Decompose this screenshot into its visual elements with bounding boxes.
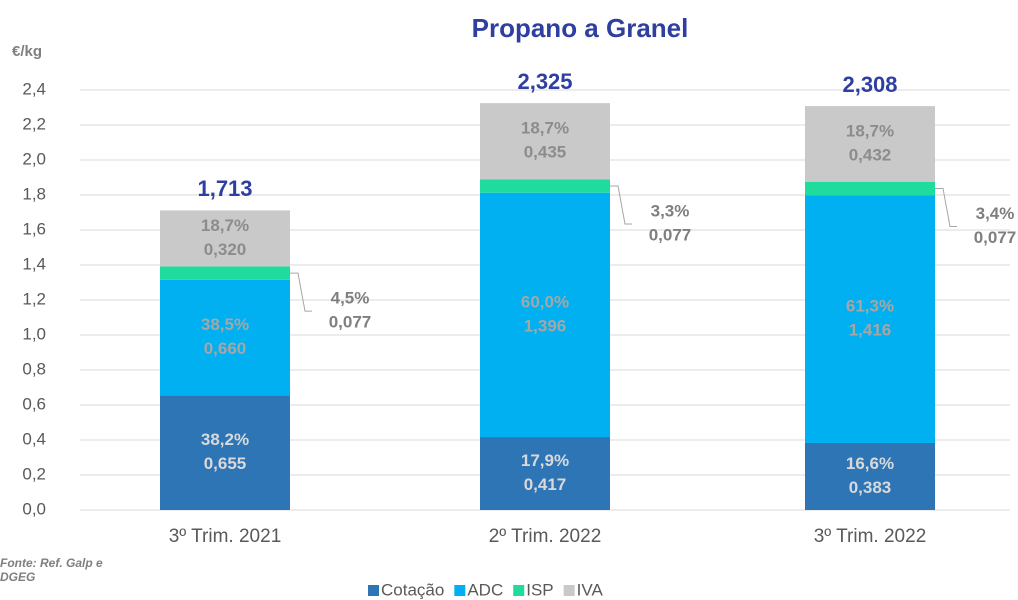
- value-label: 0,077: [329, 313, 372, 332]
- share-label: 3,4%: [976, 204, 1015, 223]
- y-tick-label: 1,2: [22, 289, 46, 308]
- source-note: Fonte: Ref. Galp e DGEG: [0, 556, 103, 584]
- value-label: 0,077: [974, 228, 1017, 247]
- bar-segment: [805, 106, 935, 182]
- bar-segment: [480, 103, 610, 180]
- bar-segment: [160, 210, 290, 267]
- y-tick-label: 1,8: [22, 184, 46, 203]
- legend-swatch: [563, 585, 575, 596]
- x-tick-label: 2º Trim. 2022: [489, 526, 602, 547]
- y-tick-label: 0,4: [22, 429, 46, 448]
- y-tick-label: 1,4: [22, 254, 46, 273]
- total-label: 2,308: [842, 72, 897, 97]
- bar-segment: [805, 181, 935, 196]
- x-tick-label: 3º Trim. 2022: [814, 526, 927, 547]
- bar-segment: [160, 395, 290, 510]
- value-label: 0,435: [524, 143, 567, 162]
- share-label: 38,2%: [201, 430, 249, 449]
- value-label: 0,383: [849, 478, 892, 497]
- share-label: 16,6%: [846, 454, 894, 473]
- y-tick-label: 1,0: [22, 324, 46, 343]
- y-tick-label: 0,8: [22, 359, 46, 378]
- share-label: 61,3%: [846, 297, 894, 316]
- y-tick-label: 0,6: [22, 394, 46, 413]
- bar-segment: [480, 179, 610, 193]
- bar-segment: [480, 192, 610, 438]
- value-label: 0,432: [849, 145, 892, 164]
- share-label: 18,7%: [846, 121, 894, 140]
- legend-label: ADC: [467, 580, 503, 599]
- leader-line: [935, 187, 957, 227]
- legend-label: ISP: [526, 580, 553, 599]
- bar-segment: [160, 266, 290, 280]
- value-label: 0,655: [204, 454, 247, 473]
- legend-label: Cotação: [381, 580, 444, 599]
- bar-segment: [805, 442, 935, 510]
- value-label: 1,416: [849, 321, 892, 340]
- bar-segment: [805, 195, 935, 443]
- share-label: 18,7%: [521, 119, 569, 138]
- leader-line: [290, 272, 312, 312]
- share-label: 17,9%: [521, 451, 569, 470]
- value-label: 0,417: [524, 475, 567, 494]
- value-label: 1,396: [524, 316, 567, 335]
- share-label: 3,3%: [651, 201, 690, 220]
- y-tick-label: 2,4: [22, 79, 46, 98]
- total-label: 2,325: [517, 69, 572, 94]
- y-tick-label: 0,2: [22, 464, 46, 483]
- legend-swatch: [368, 585, 379, 596]
- y-tick-label: 2,0: [22, 149, 46, 168]
- y-tick-label: 2,2: [22, 114, 46, 133]
- x-tick-label: 3º Trim. 2021: [169, 526, 282, 547]
- share-label: 38,5%: [201, 315, 249, 334]
- legend-label: IVA: [577, 580, 604, 599]
- bar-segment: [480, 437, 610, 510]
- value-label: 0,320: [204, 240, 247, 259]
- legend-swatch: [513, 585, 525, 596]
- total-label: 1,713: [197, 176, 252, 201]
- leader-line: [610, 185, 632, 225]
- value-label: 0,077: [649, 225, 692, 244]
- y-axis-label: €/kg: [12, 43, 42, 60]
- value-label: 0,660: [204, 339, 247, 358]
- share-label: 60,0%: [521, 292, 569, 311]
- legend-swatch: [454, 585, 466, 596]
- y-tick-label: 0,0: [22, 499, 46, 518]
- chart-title: Propano a Granel: [472, 13, 689, 43]
- bar-segment: [160, 279, 290, 396]
- share-label: 4,5%: [331, 289, 370, 308]
- y-tick-label: 1,6: [22, 219, 46, 238]
- share-label: 18,7%: [201, 216, 249, 235]
